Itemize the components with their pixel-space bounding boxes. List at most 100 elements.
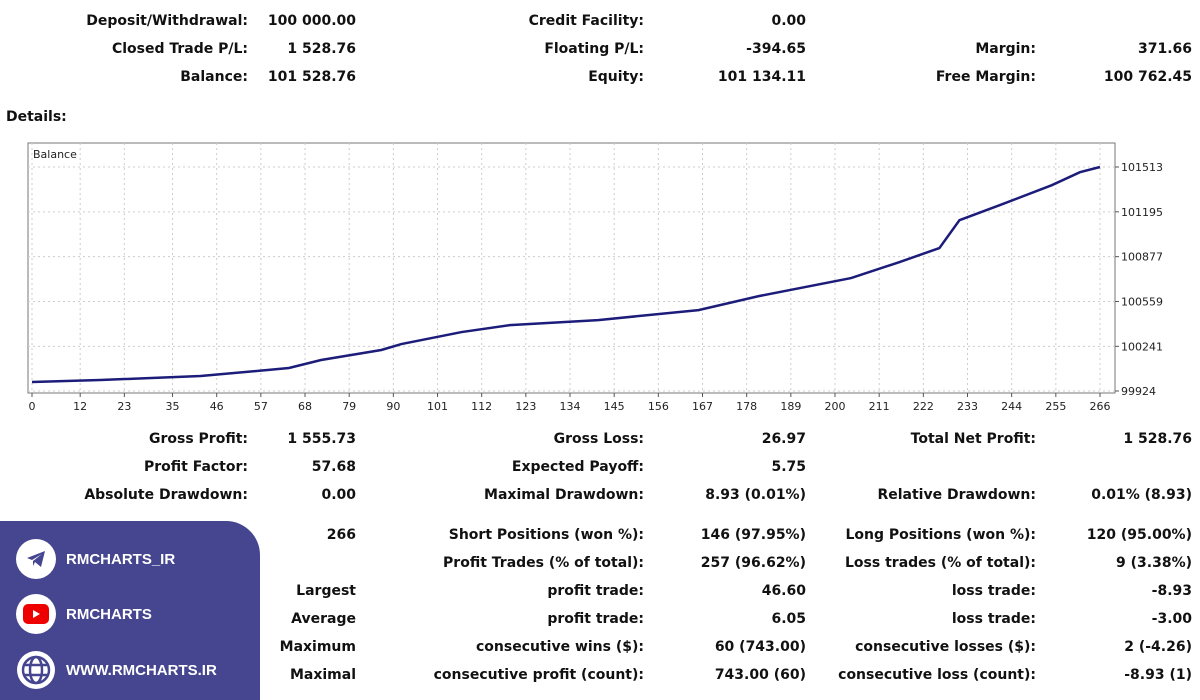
stat-value: 101 528.76 [267, 69, 356, 85]
y-tick-label: 100877 [1121, 251, 1163, 264]
stat-value: 266 [326, 527, 356, 543]
stat-value: 9 (3.38%) [1116, 555, 1192, 571]
stat-value: 46.60 [761, 583, 806, 599]
stat-label: Maximum [279, 639, 356, 655]
stat-label: Total Net Profit: [910, 431, 1036, 447]
stat-label: Expected Payoff: [511, 459, 644, 475]
social-label: RMCHARTS [66, 605, 152, 623]
stat-value: 0.00 [771, 13, 806, 29]
x-tick-label: 123 [515, 400, 536, 413]
stat-label: Profit Trades (% of total): [443, 555, 644, 571]
x-tick-label: 189 [780, 400, 801, 413]
x-tick-label: 101 [427, 400, 448, 413]
stat-label: consecutive losses ($): [855, 639, 1036, 655]
stat-value: 57.68 [311, 459, 356, 475]
stat-label: Average [291, 611, 356, 627]
stat-label: profit trade: [547, 611, 644, 627]
stat-value: 60 (743.00) [714, 639, 806, 655]
globe-icon [16, 650, 56, 690]
stat-label: Short Positions (won %): [448, 527, 644, 543]
social-label: RMCHARTS_IR [66, 550, 176, 568]
x-tick-label: 0 [29, 400, 36, 413]
stat-value: 1 528.76 [1123, 431, 1192, 447]
stat-value: 1 528.76 [287, 41, 356, 57]
telegram-icon [16, 539, 56, 579]
y-tick-label: 100241 [1121, 340, 1163, 353]
x-tick-label: 156 [648, 400, 669, 413]
stat-label: Margin: [975, 41, 1036, 57]
stat-value: 100 000.00 [267, 13, 356, 29]
x-tick-label: 112 [471, 400, 492, 413]
x-tick-label: 134 [560, 400, 581, 413]
stat-label: Balance: [180, 69, 248, 85]
x-tick-label: 46 [210, 400, 224, 413]
stat-label: Deposit/Withdrawal: [86, 13, 248, 29]
stat-value: 2 (-4.26) [1124, 639, 1192, 655]
y-tick-label: 100559 [1121, 295, 1163, 308]
x-tick-label: 23 [117, 400, 131, 413]
stat-value: -3.00 [1151, 611, 1192, 627]
stat-label: Largest [296, 583, 356, 599]
stat-label: consecutive loss (count): [838, 667, 1036, 683]
stat-label: Absolute Drawdown: [84, 487, 248, 503]
stat-label: Relative Drawdown: [877, 487, 1036, 503]
x-tick-label: 35 [166, 400, 180, 413]
social-youtube[interactable]: RMCHARTS [16, 594, 152, 634]
stat-label: Credit Facility: [528, 13, 644, 29]
stat-value: 8.93 (0.01%) [705, 487, 806, 503]
stat-label: Maximal Drawdown: [484, 487, 644, 503]
x-tick-label: 178 [736, 400, 757, 413]
stat-value: 6.05 [771, 611, 806, 627]
x-tick-label: 211 [869, 400, 890, 413]
x-tick-label: 57 [254, 400, 268, 413]
stat-label: Floating P/L: [544, 41, 644, 57]
stat-label: Closed Trade P/L: [111, 41, 248, 57]
x-tick-label: 222 [913, 400, 934, 413]
x-tick-label: 266 [1090, 400, 1111, 413]
stat-label: profit trade: [547, 583, 644, 599]
stat-value: 120 (95.00%) [1086, 527, 1192, 543]
stat-value: -8.93 [1151, 583, 1192, 599]
details-label: Details: [6, 109, 67, 125]
y-tick-label: 101195 [1121, 206, 1163, 219]
x-tick-label: 200 [825, 400, 846, 413]
stat-value: 1 555.73 [287, 431, 356, 447]
stat-value: 257 (96.62%) [700, 555, 806, 571]
y-tick-label: 99924 [1121, 385, 1156, 398]
stat-value: 743.00 (60) [714, 667, 806, 683]
stat-label: Equity: [588, 69, 644, 85]
social-website[interactable]: WWW.RMCHARTS.IR [16, 650, 217, 690]
stat-label: Gross Loss: [553, 431, 644, 447]
stat-label: Loss trades (% of total): [845, 555, 1036, 571]
x-tick-label: 244 [1001, 400, 1022, 413]
stat-value: 146 (97.95%) [700, 527, 806, 543]
stat-value: 0.00 [321, 487, 356, 503]
x-tick-label: 233 [957, 400, 978, 413]
stat-label: loss trade: [951, 583, 1036, 599]
stat-label: Gross Profit: [148, 431, 248, 447]
social-label: WWW.RMCHARTS.IR [66, 661, 217, 679]
x-tick-label: 167 [692, 400, 713, 413]
social-telegram[interactable]: RMCHARTS_IR [16, 539, 175, 579]
stat-label: consecutive wins ($): [475, 639, 644, 655]
stat-label: Long Positions (won %): [845, 527, 1036, 543]
balance-line [31, 165, 1101, 384]
x-tick-label: 68 [298, 400, 312, 413]
plot-frame [27, 142, 1116, 394]
stat-label: consecutive profit (count): [433, 667, 644, 683]
stat-label: loss trade: [951, 611, 1036, 627]
y-tick-label: 101513 [1121, 161, 1163, 174]
x-tick-label: 79 [342, 400, 356, 413]
stat-value: 0.01% (8.93) [1091, 487, 1192, 503]
stat-value: 101 134.11 [717, 69, 806, 85]
stat-value: 100 762.45 [1103, 69, 1192, 85]
legend-label: Balance [33, 148, 77, 161]
stat-label: Maximal [289, 667, 356, 683]
stat-label: Free Margin: [935, 69, 1036, 85]
balance-chart: 0 12 23 35 46 57 68 79 90 101 112 123 134 145 156 167 17… [27, 142, 1163, 413]
youtube-icon [16, 594, 56, 634]
stat-value: 26.97 [761, 431, 806, 447]
x-tick-label: 90 [386, 400, 400, 413]
x-tick-label: 255 [1045, 400, 1066, 413]
social-badge: RMCHARTS_IR RMCHARTS WWW.RMCHARTS.IR [0, 521, 260, 700]
